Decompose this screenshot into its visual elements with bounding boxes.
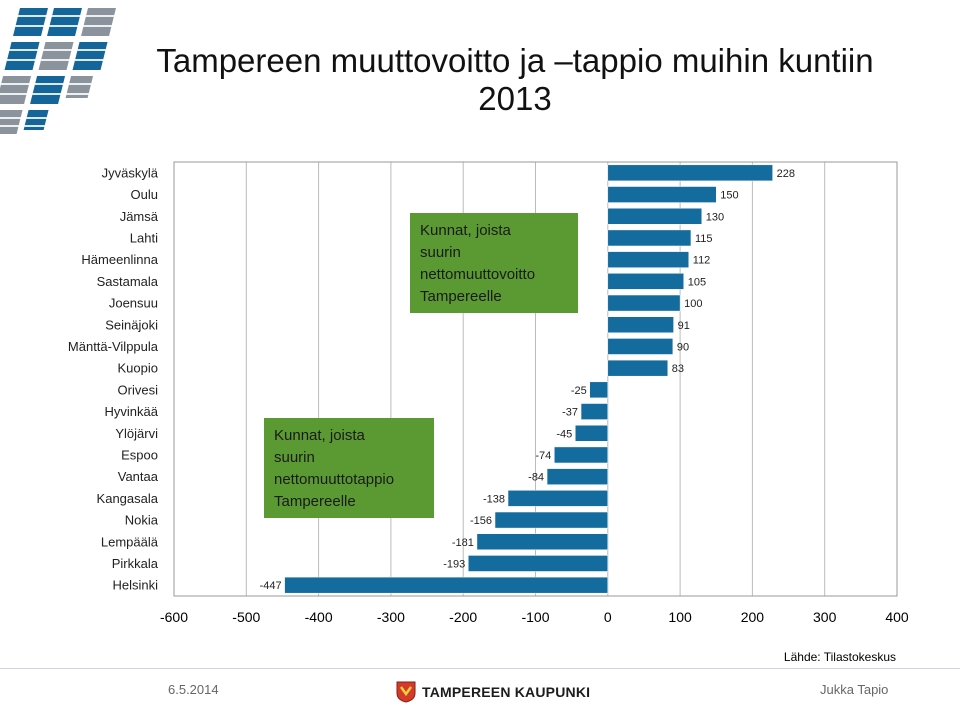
category-label: Oulu <box>131 187 158 202</box>
data-label: 115 <box>695 233 713 245</box>
bars <box>284 164 773 594</box>
loss-annotation-line-3: nettomuuttotappio <box>274 471 394 488</box>
data-label: -447 <box>260 580 282 592</box>
category-label: Ylöjärvi <box>115 426 158 441</box>
category-label: Nokia <box>125 513 159 528</box>
x-tick-label: 400 <box>885 609 909 625</box>
x-tick-label: 0 <box>604 609 612 625</box>
data-label: 105 <box>688 276 706 288</box>
bar <box>607 359 669 377</box>
x-tick-label: 200 <box>741 609 765 625</box>
category-label: Joensuu <box>109 296 158 311</box>
bar <box>607 338 674 355</box>
data-label: -138 <box>483 493 505 505</box>
category-label: Helsinki <box>112 578 158 593</box>
gain-annotation-box: Kunnat, joista suurin nettomuuttovoitto … <box>410 213 578 313</box>
x-tick-label: 300 <box>813 609 837 625</box>
footer-date: 6.5.2014 <box>168 682 219 697</box>
loss-annotation-box: Kunnat, joista suurin nettomuuttotappio … <box>264 418 434 518</box>
data-label: -74 <box>535 450 551 462</box>
data-label: 130 <box>706 211 724 223</box>
data-label: -45 <box>556 428 572 440</box>
loss-annotation-line-1: Kunnat, joista <box>274 427 366 444</box>
category-label: Jämsä <box>120 209 159 224</box>
x-axis-ticks: -600 -500 -400 -300 -200 -100 0 100 200 300 400 <box>160 609 909 625</box>
category-label: Espoo <box>121 447 158 462</box>
data-label: -181 <box>452 537 474 549</box>
data-label: 100 <box>684 298 702 310</box>
bar <box>607 251 690 268</box>
x-tick-label: -100 <box>521 609 549 625</box>
category-label: Jyväskylä <box>102 165 159 180</box>
x-tick-label: -500 <box>232 609 260 625</box>
loss-annotation-background <box>264 418 434 518</box>
bar <box>546 468 609 485</box>
gain-annotation-background <box>410 213 578 313</box>
chart-title: Tampereen muuttovoitto ja –tappio muihin… <box>156 42 874 117</box>
bar <box>507 490 609 507</box>
source-note: Lähde: Tilastokeskus <box>783 650 896 664</box>
footer-divider <box>0 668 960 669</box>
bar <box>575 424 609 442</box>
city-logo: TAMPEREEN KAUPUNKI <box>396 681 590 703</box>
data-label: -37 <box>562 407 578 419</box>
x-tick-label: -200 <box>449 609 477 625</box>
gain-annotation-line-2: suurin <box>420 244 461 261</box>
category-label: Orivesi <box>118 382 159 397</box>
x-tick-label: 100 <box>668 609 692 625</box>
loss-annotation-line-2: suurin <box>274 449 315 466</box>
bar <box>554 446 609 464</box>
x-tick-label: -600 <box>160 609 188 625</box>
gain-annotation-line-3: nettomuuttovoitto <box>420 266 535 283</box>
data-label: -25 <box>571 385 587 397</box>
bar <box>607 316 674 334</box>
gain-annotation-line-1: Kunnat, joista <box>420 222 512 239</box>
bar <box>607 273 684 290</box>
category-label: Lempäälä <box>101 534 159 549</box>
x-tick-label: -300 <box>377 609 405 625</box>
category-label: Hämeenlinna <box>81 252 158 267</box>
data-label: -193 <box>443 558 465 570</box>
bar <box>284 576 609 594</box>
city-name: TAMPEREEN KAUPUNKI <box>422 684 591 700</box>
category-label: Sastamala <box>97 274 159 289</box>
category-label: Hyvinkää <box>105 404 159 419</box>
bar <box>494 511 609 529</box>
bar <box>607 186 717 203</box>
gain-annotation-line-4: Tampereelle <box>420 288 502 305</box>
category-labels: Jyväskylä Oulu Jämsä Lahti Hämeenlinna Sastam… <box>68 165 159 592</box>
bar <box>607 294 681 312</box>
bar <box>607 164 773 182</box>
category-label: Pirkkala <box>112 556 159 571</box>
data-label: 112 <box>693 255 711 267</box>
bar-chart: Jyväskylä Oulu Jämsä Lahti Hämeenlinna Sastam… <box>68 161 909 625</box>
city-crest-icon <box>396 681 416 703</box>
plot-frame <box>173 161 898 597</box>
bar <box>589 381 609 399</box>
category-label: Lahti <box>130 230 158 245</box>
category-label: Seinäjoki <box>105 317 158 332</box>
bar <box>580 403 609 420</box>
bar <box>607 207 703 225</box>
category-label: Mänttä-Vilppula <box>68 339 159 354</box>
brand-logo <box>0 8 140 134</box>
data-label: 91 <box>678 320 690 332</box>
category-label: Vantaa <box>118 469 159 484</box>
category-label: Kuopio <box>118 361 158 376</box>
bar <box>468 555 609 572</box>
footer-author: Jukka Tapio <box>820 682 889 697</box>
bar <box>607 229 692 247</box>
bar <box>476 533 609 551</box>
category-label: Kangasala <box>97 491 159 506</box>
data-label: -156 <box>470 515 492 527</box>
data-label: 150 <box>720 190 738 202</box>
data-label: 83 <box>672 363 684 375</box>
data-label: 90 <box>677 341 689 353</box>
x-tick-label: -400 <box>305 609 333 625</box>
data-label: 228 <box>777 168 795 180</box>
value-labels: 228 150 130 115 112 105 100 91 90 83 -25 -37 -45 -74 -… <box>260 168 795 592</box>
data-label: -84 <box>528 472 544 484</box>
loss-annotation-line-4: Tampereelle <box>274 493 356 510</box>
